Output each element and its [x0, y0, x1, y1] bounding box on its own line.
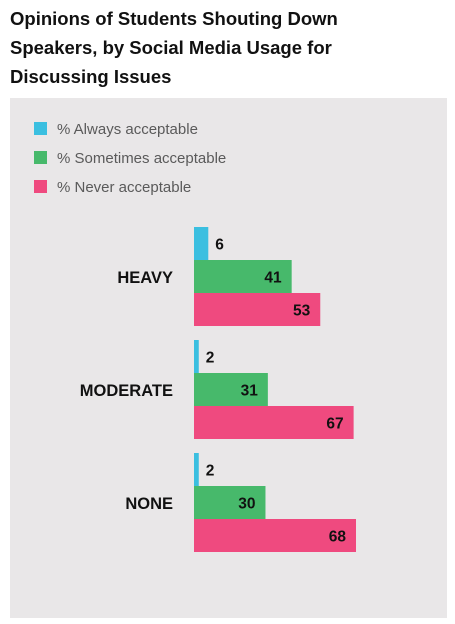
chart-title-line-1: Opinions of Students Shouting Down	[10, 8, 338, 29]
bar-none-series-2	[194, 486, 266, 519]
value-label-heavy-series-2: 41	[264, 270, 282, 287]
category-label-moderate: MODERATE	[80, 382, 173, 400]
bar-heavy-series-1	[194, 227, 209, 260]
bar-moderate-series-3	[194, 406, 354, 439]
legend-label-3: % Never acceptable	[57, 179, 191, 196]
value-label-none-series-1: 2	[206, 463, 215, 480]
category-label-none: NONE	[125, 495, 173, 513]
value-label-none-series-3: 68	[329, 529, 347, 546]
value-label-moderate-series-3: 67	[326, 416, 343, 433]
value-label-moderate-series-1: 2	[206, 350, 215, 367]
bar-none-series-3	[194, 519, 356, 552]
bar-heavy-series-3	[194, 293, 321, 326]
category-label-heavy: HEAVY	[117, 269, 173, 287]
bar-none-series-1	[194, 453, 199, 486]
legend-swatch-1	[34, 122, 47, 135]
bar-moderate-series-1	[194, 340, 199, 373]
legend-label-2: % Sometimes acceptable	[57, 150, 226, 167]
bar-heavy-series-2	[194, 260, 292, 293]
value-label-heavy-series-3: 53	[293, 303, 311, 320]
bar-moderate-series-2	[194, 373, 268, 406]
value-label-moderate-series-2: 31	[241, 383, 259, 400]
legend-label-1: % Always acceptable	[57, 121, 198, 138]
value-label-heavy-series-1: 6	[215, 237, 224, 254]
legend-swatch-2	[34, 151, 47, 164]
chart-title-line-3: Discussing Issues	[10, 66, 172, 87]
chart-title: Opinions of Students Shouting Down Speak…	[10, 4, 450, 91]
legend-swatch-3	[34, 180, 47, 193]
value-label-none-series-2: 30	[238, 496, 255, 513]
chart-title-line-2: Speakers, by Social Media Usage for	[10, 37, 332, 58]
